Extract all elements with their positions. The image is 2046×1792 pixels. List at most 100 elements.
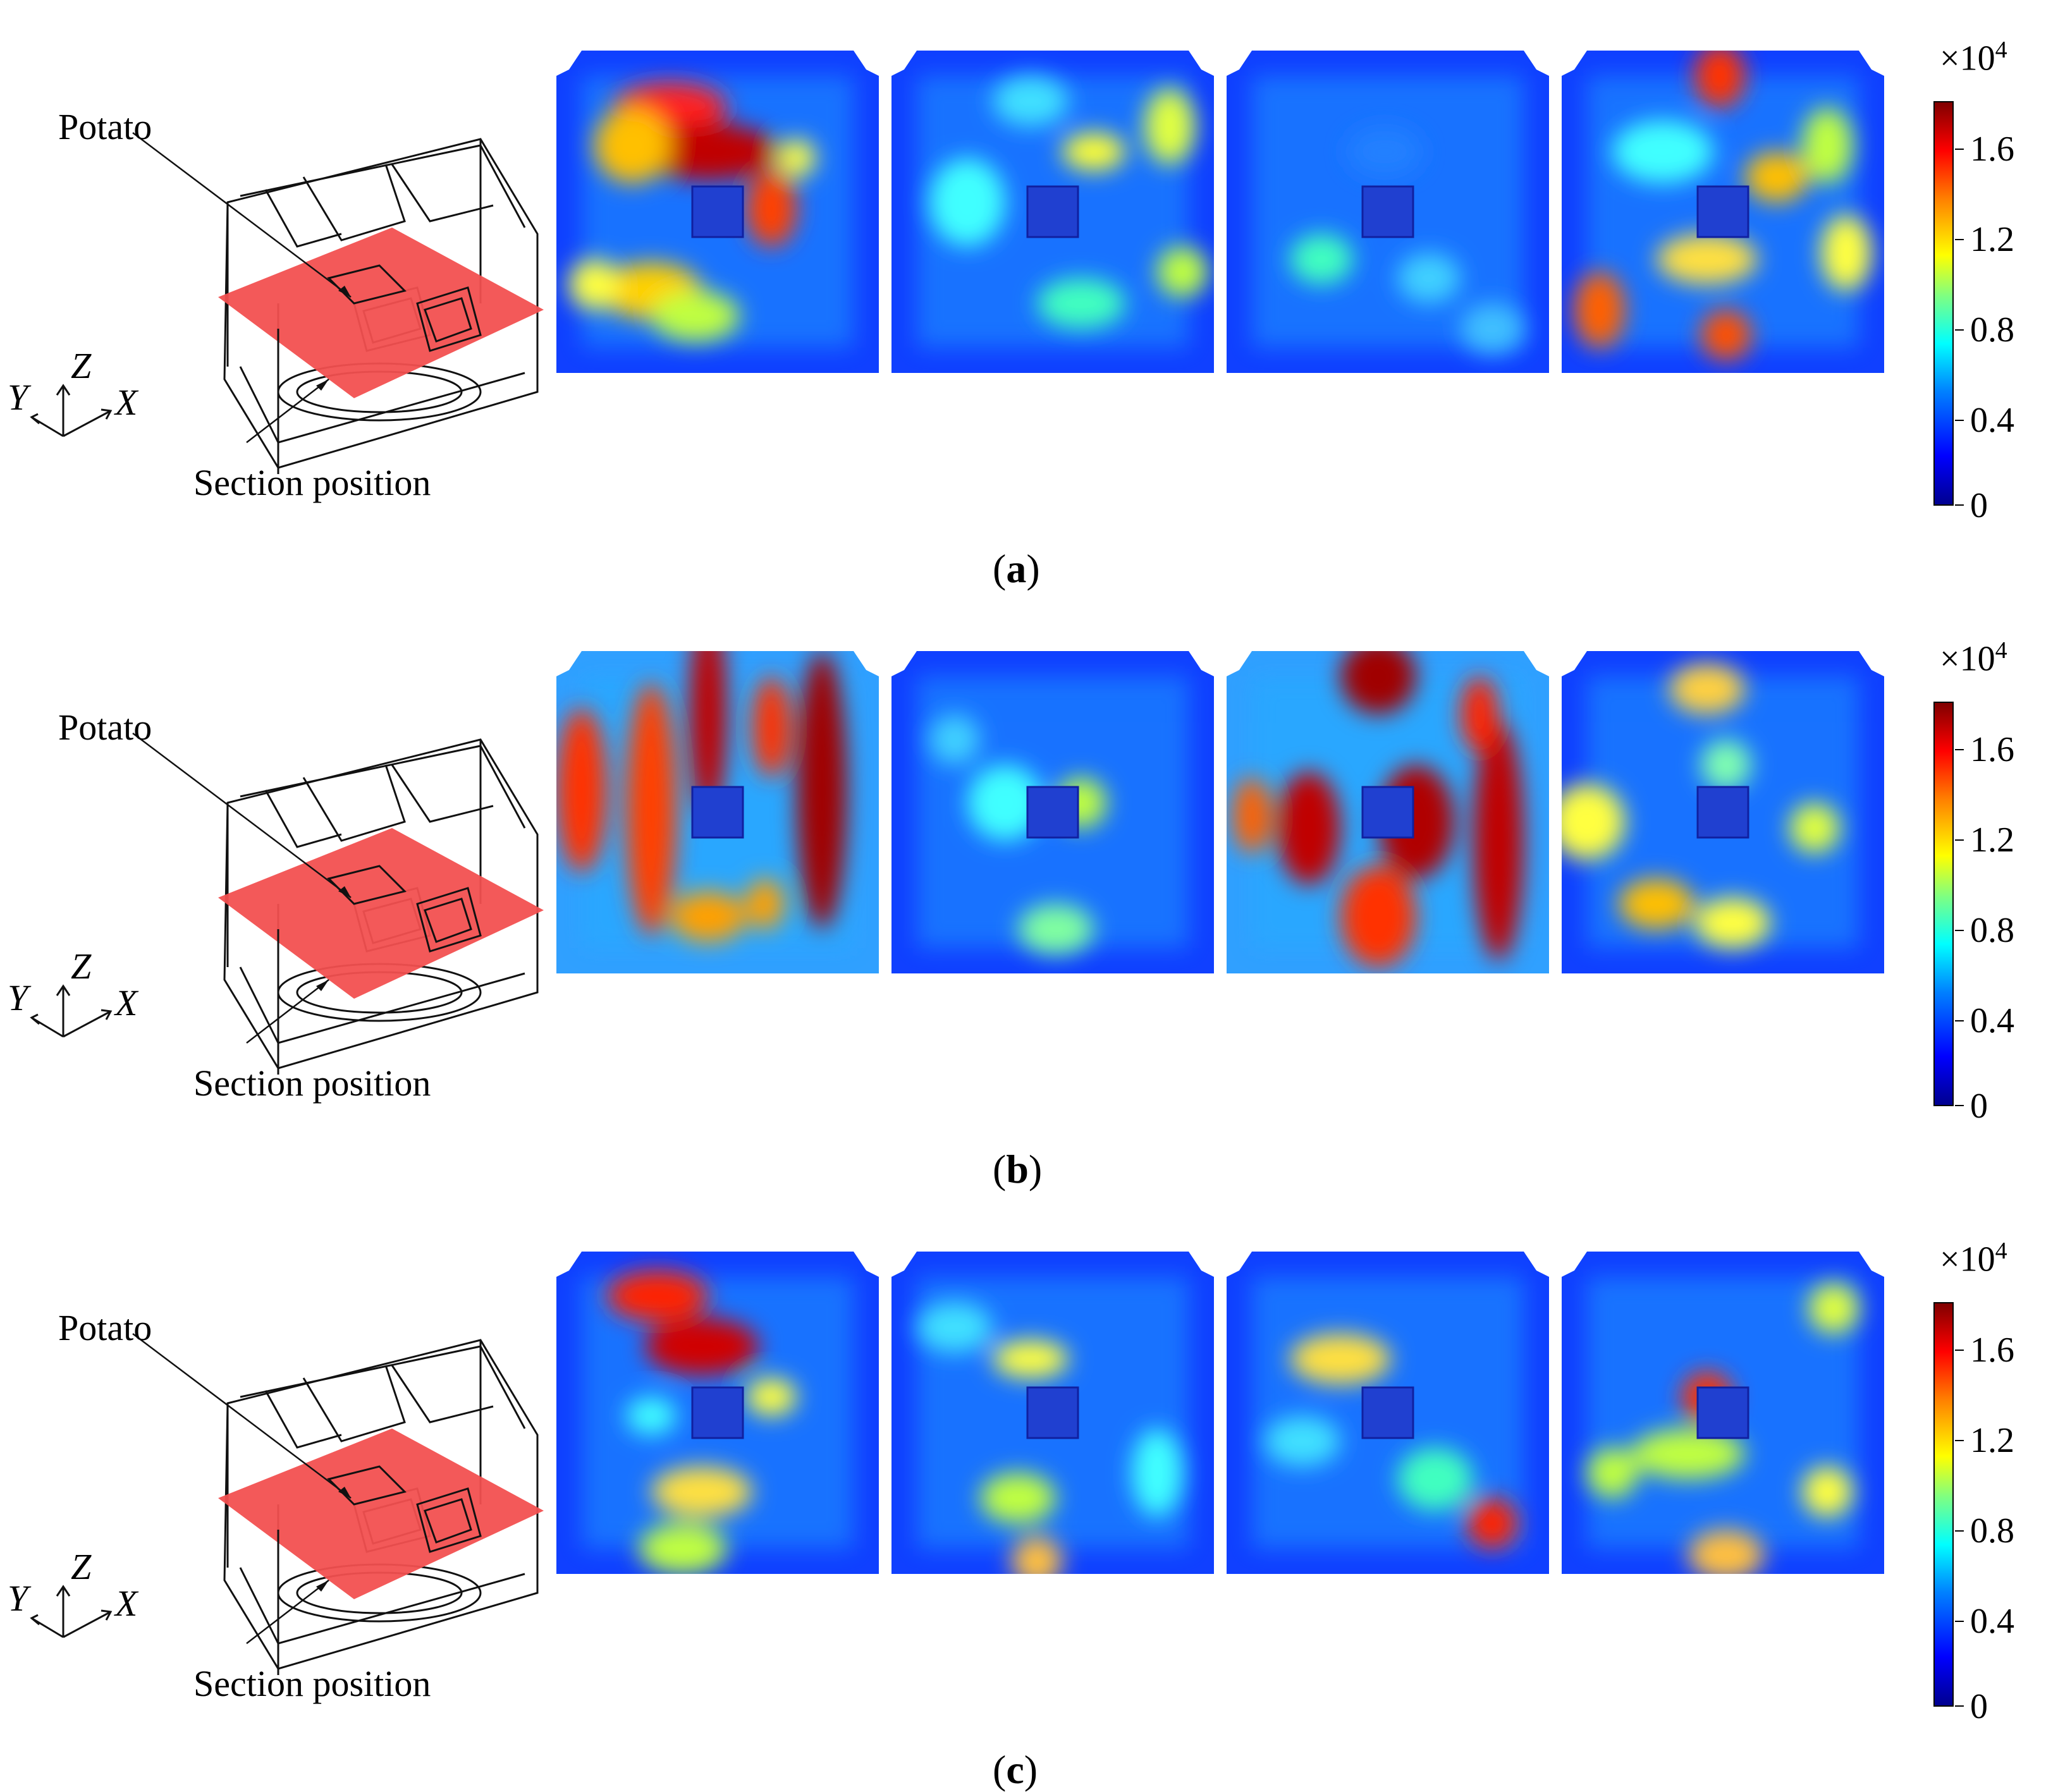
field-hotspot xyxy=(1808,1283,1859,1334)
potato-sample-square xyxy=(1696,1386,1749,1439)
field-map xyxy=(556,51,879,373)
field-hotspot xyxy=(670,891,746,942)
section-position-label: Section position xyxy=(193,462,431,503)
figure-panel: Potato Section position Y Z X ×104 1.6 1… xyxy=(0,638,2046,1190)
field-hotspot xyxy=(639,1523,727,1574)
figure-panel: Potato Section position Y Z X ×104 1.6 1… xyxy=(0,1238,2046,1790)
colorbar-tick: 0.4 xyxy=(1970,401,2014,440)
colorbar-tick: 1.2 xyxy=(1970,1421,2014,1460)
field-hotspot xyxy=(645,1318,759,1375)
potato-sample-square xyxy=(1361,786,1414,839)
axis-triad-icon xyxy=(30,1585,113,1638)
colorbar-multiplier: ×104 xyxy=(1940,37,2007,78)
potato-label: Potato xyxy=(58,106,152,147)
colorbar-multiplier: ×104 xyxy=(1940,1238,2007,1279)
field-hotspot xyxy=(967,765,1043,841)
section-plane xyxy=(218,228,544,398)
field-maps xyxy=(556,1252,1884,1574)
field-map xyxy=(1227,51,1549,373)
field-hotspot xyxy=(1397,253,1461,303)
field-hotspot xyxy=(1347,126,1423,177)
colorbar-tick: 1.2 xyxy=(1970,220,2014,259)
field-hotspot xyxy=(1018,904,1094,954)
field-maps xyxy=(556,651,1884,973)
colorbar: ×104 1.6 1.2 0.8 0.4 0 xyxy=(1909,38,2046,544)
field-hotspot xyxy=(1694,51,1745,107)
field-hotspot xyxy=(1802,107,1853,183)
colorbar-tick: 0.8 xyxy=(1970,911,2014,950)
field-hotspot xyxy=(1473,721,1524,961)
field-hotspot xyxy=(1701,310,1751,360)
colorbar-gradient xyxy=(1933,101,1954,506)
potato-sample-square xyxy=(1026,185,1079,238)
field-hotspot xyxy=(1290,234,1353,284)
field-hotspot xyxy=(569,259,620,310)
section-position-label: Section position xyxy=(193,1663,431,1704)
field-hotspot xyxy=(917,1302,993,1353)
field-hotspot xyxy=(993,1340,1069,1378)
axis-x-label: X xyxy=(115,1583,138,1624)
colorbar-tick: 1.2 xyxy=(1970,820,2014,860)
field-hotspot xyxy=(1745,152,1808,202)
field-hotspot xyxy=(1132,1429,1182,1517)
field-maps xyxy=(556,51,1884,373)
field-hotspot xyxy=(1574,272,1625,348)
potato-label: Potato xyxy=(58,1307,152,1348)
potato-sample-square xyxy=(691,185,744,238)
colorbar-tick: 0.4 xyxy=(1970,1602,2014,1641)
axis-y-label: Y xyxy=(8,377,28,418)
field-hotspot xyxy=(797,651,847,929)
field-hotspot xyxy=(1821,215,1871,291)
axis-z-label: Z xyxy=(71,345,92,386)
field-hotspot xyxy=(1694,898,1770,948)
potato-sample-square xyxy=(1361,185,1414,238)
field-hotspot xyxy=(980,1473,1056,1523)
field-hotspot xyxy=(1157,247,1208,297)
field-map xyxy=(891,51,1214,373)
field-hotspot xyxy=(594,107,670,183)
field-hotspot xyxy=(1144,88,1195,164)
section-position-label: Section position xyxy=(193,1063,431,1104)
axis-y-label: Y xyxy=(8,1578,28,1619)
section-plane xyxy=(218,1429,544,1599)
potato-sample-square xyxy=(1361,1386,1414,1439)
potato-label: Potato xyxy=(58,707,152,748)
potato-sample-square xyxy=(691,786,744,839)
field-hotspot xyxy=(746,879,784,929)
field-hotspot xyxy=(689,651,727,815)
oven-3d-drawing xyxy=(30,132,544,474)
field-hotspot xyxy=(1265,1416,1340,1466)
field-hotspot xyxy=(1619,879,1694,929)
potato-sample-square xyxy=(1026,786,1079,839)
axis-x-label: X xyxy=(115,382,138,423)
colorbar-gradient xyxy=(1933,1302,1954,1707)
field-hotspot xyxy=(1277,771,1340,885)
field-map xyxy=(556,651,879,973)
colorbar-tick: 0 xyxy=(1970,1687,1988,1726)
field-hotspot xyxy=(651,291,740,341)
panel-caption: (c) xyxy=(993,1747,1038,1792)
axis-z-label: Z xyxy=(71,946,92,987)
colorbar-tick: 1.6 xyxy=(1970,730,2014,769)
field-hotspot xyxy=(1657,234,1758,284)
colorbar-tick: 0 xyxy=(1970,486,1988,525)
field-map xyxy=(1562,51,1884,373)
field-hotspot xyxy=(651,1466,752,1517)
field-hotspot xyxy=(1789,803,1840,853)
field-hotspot xyxy=(1062,133,1125,171)
colorbar-tick: 0.4 xyxy=(1970,1001,2014,1040)
colorbar-tick: 1.6 xyxy=(1970,130,2014,169)
colorbar-gradient xyxy=(1933,702,1954,1106)
field-hotspot xyxy=(1340,651,1416,714)
field-map xyxy=(1562,651,1884,973)
field-hotspot xyxy=(607,1271,708,1321)
colorbar-tick: 0.8 xyxy=(1970,1511,2014,1551)
field-hotspot xyxy=(746,171,797,247)
oven-schematic: Potato Section position Y Z X xyxy=(0,638,569,1144)
field-map xyxy=(1227,651,1549,973)
colorbar-tick: 0.8 xyxy=(1970,310,2014,350)
field-hotspot xyxy=(1587,1448,1638,1498)
field-hotspot xyxy=(993,76,1069,126)
field-hotspot xyxy=(778,139,816,177)
colorbar-tick: 0 xyxy=(1970,1087,1988,1126)
